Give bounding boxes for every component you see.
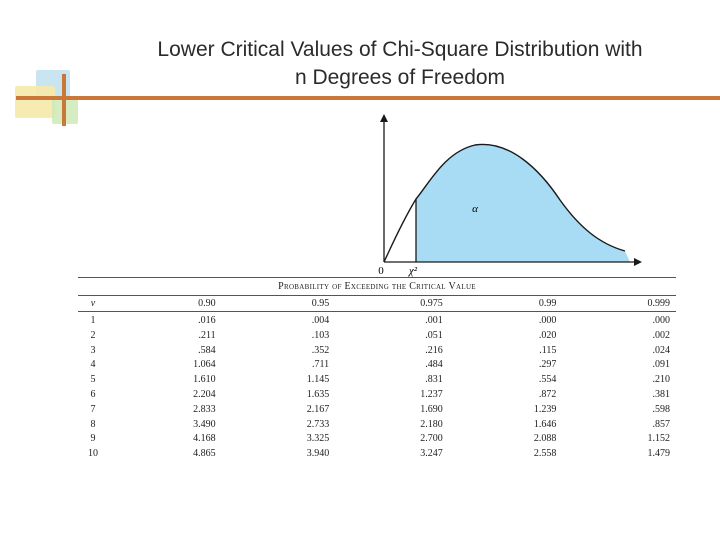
critical-value-cell: 4.865 (193, 448, 216, 460)
critical-value-cell: .711 (312, 359, 330, 371)
degrees-of-freedom-cell: 4 (90, 359, 96, 371)
critical-value-cell: .004 (311, 315, 330, 326)
critical-value-cell: .103 (311, 329, 330, 341)
critical-value-cell: .210 (652, 374, 671, 386)
critical-value-cell: .000 (538, 315, 557, 326)
column-header: 0.975 (420, 297, 443, 309)
critical-value-cell: .381 (652, 388, 671, 400)
table-row: 3 .584 .352 .216 .115 .024 (78, 344, 676, 359)
column-header: ν (90, 297, 96, 309)
column-header: 0.90 (198, 297, 216, 309)
critical-value-cell: .872 (538, 388, 557, 400)
critical-value-cell: .584 (198, 344, 216, 356)
title-divider (16, 96, 720, 100)
critical-value-cell: .297 (538, 359, 557, 371)
table-row: 7 2.833 2.167 1.690 1.239 .598 (78, 403, 676, 418)
critical-value-cell: 1.646 (533, 418, 557, 430)
degrees-of-freedom-cell: 2 (90, 329, 96, 341)
critical-value-cell: 2.700 (420, 433, 443, 445)
critical-value-cell: 1.479 (647, 448, 671, 460)
critical-value-cell: 4.168 (193, 433, 216, 445)
critical-value-cell: .001 (425, 315, 443, 326)
density-curve (383, 143, 626, 263)
x-axis-arrow (634, 258, 642, 266)
critical-value-cell: 2.180 (420, 418, 443, 430)
critical-value-cell: .554 (538, 374, 557, 386)
degrees-of-freedom-cell: 9 (90, 433, 96, 445)
critical-value-cell: .024 (652, 344, 671, 356)
critical-value-cell: .000 (652, 315, 671, 326)
critical-value-cell: 1.152 (647, 433, 671, 445)
degrees-of-freedom-cell: 10 (88, 448, 98, 460)
degrees-of-freedom-cell: 5 (90, 374, 96, 386)
critical-value-cell: 1.610 (193, 374, 216, 386)
critical-value-cell: .020 (538, 329, 557, 341)
critical-value-cell: 1.237 (420, 388, 443, 400)
table-row: 10 4.865 3.940 3.247 2.558 1.479 (78, 447, 676, 462)
slide-title-line-2: n Degrees of Freedom (294, 66, 506, 89)
table-row: 1 .016 .004 .001 .000 .000 (78, 310, 676, 329)
table-row: 2 .211 .103 .051 .020 .002 (78, 329, 676, 344)
critical-value-label: χ² (408, 265, 418, 277)
table-header-rule (78, 311, 676, 312)
table-header-row: ν 0.90 0.95 0.975 0.99 0.999 (78, 296, 676, 310)
critical-value-cell: 2.088 (533, 433, 557, 445)
degrees-of-freedom-cell: 8 (90, 418, 96, 430)
decorative-bar (62, 74, 66, 126)
shaded-area (416, 144, 630, 262)
decorative-square (15, 86, 55, 118)
slide-title-line-1: Lower Critical Values of Chi-Square Dist… (157, 38, 643, 61)
degrees-of-freedom-cell: 7 (90, 403, 96, 415)
alpha-label: α (472, 203, 478, 215)
critical-value-cell: 3.490 (193, 418, 216, 430)
critical-value-cell: .016 (198, 315, 216, 326)
column-header: 0.99 (538, 297, 557, 309)
critical-value-cell: 2.204 (193, 388, 216, 400)
critical-value-cell: 1.145 (306, 374, 330, 386)
critical-value-cell: .857 (652, 418, 671, 430)
critical-value-cell: 1.064 (193, 359, 216, 371)
table-top-rule (78, 277, 676, 278)
critical-value-cell: 2.733 (306, 418, 330, 430)
critical-value-cell: 2.558 (533, 448, 557, 460)
column-header: 0.95 (311, 297, 330, 309)
critical-value-cell: .352 (311, 344, 330, 356)
table-caption: Probability of Exceeding the Critical Va… (278, 281, 476, 292)
critical-value-cell: .002 (652, 329, 671, 341)
critical-value-cell: .115 (539, 344, 557, 356)
critical-values-table: ν 0.90 0.95 0.975 0.99 0.999 1 .016 .004 .0… (78, 296, 676, 462)
y-axis-arrow (380, 114, 388, 122)
table-row: 8 3.490 2.733 2.180 1.646 .857 (78, 418, 676, 433)
table-row: 9 4.168 3.325 2.700 2.088 1.152 (78, 432, 676, 447)
critical-value-cell: .484 (425, 359, 443, 371)
critical-value-cell: .051 (425, 329, 443, 341)
critical-value-cell: .598 (652, 403, 671, 415)
critical-value-cell: 2.167 (306, 403, 330, 415)
degrees-of-freedom-cell: 3 (90, 344, 96, 356)
critical-value-cell: 3.325 (306, 433, 330, 445)
table-row: 6 2.204 1.635 1.237 .872 .381 (78, 388, 676, 403)
critical-value-cell: 3.940 (306, 448, 330, 460)
critical-value-cell: .211 (198, 329, 216, 341)
critical-value-cell: 3.247 (420, 448, 443, 460)
degrees-of-freedom-cell: 1 (90, 315, 96, 326)
critical-value-cell: .091 (652, 359, 671, 371)
critical-value-cell: .831 (425, 374, 443, 386)
critical-value-cell: 1.635 (306, 388, 330, 400)
table-row: 5 1.610 1.145 .831 .554 .210 (78, 373, 676, 388)
critical-value-cell: .216 (425, 344, 443, 356)
degrees-of-freedom-cell: 6 (90, 388, 96, 400)
critical-value-cell: 1.690 (420, 403, 443, 415)
critical-value-cell: 2.833 (193, 403, 216, 415)
origin-label: 0 (378, 265, 384, 277)
table-row: 4 1.064 .711 .484 .297 .091 (78, 358, 676, 373)
table-caption-rule (78, 295, 676, 296)
critical-value-cell: 1.239 (533, 403, 557, 415)
column-header: 0.999 (647, 297, 671, 309)
